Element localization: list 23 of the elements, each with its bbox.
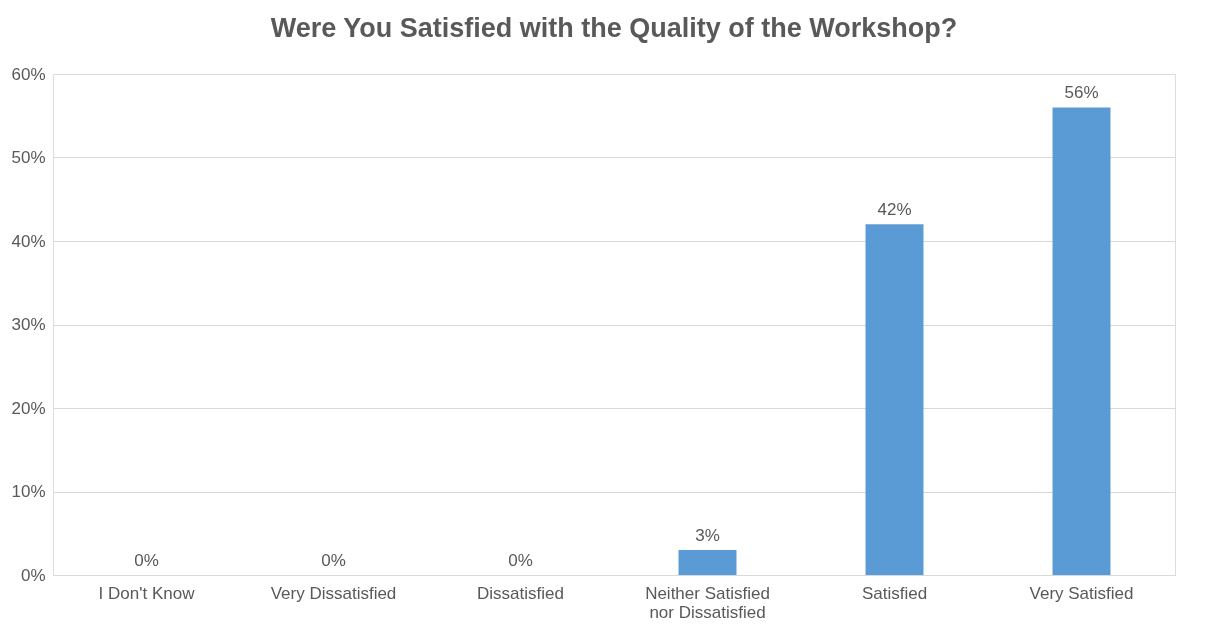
data-label: 42% xyxy=(877,200,912,220)
y-tick-label: 10% xyxy=(11,482,46,501)
y-tick-label: 0% xyxy=(20,565,46,585)
data-label: 3% xyxy=(695,525,720,545)
x-tick-label: I Don't Know xyxy=(98,583,196,603)
data-label: 0% xyxy=(321,551,346,570)
x-tick-label: Very Satisfied xyxy=(1029,583,1134,603)
x-tick-label: Satisfied xyxy=(861,583,928,603)
bar xyxy=(865,224,924,575)
y-tick-label: 30% xyxy=(11,315,46,334)
data-label: 0% xyxy=(508,551,533,570)
y-tick-label: 60% xyxy=(11,64,46,84)
chart-title: Were You Satisfied with the Quality of the Workshop? xyxy=(270,13,958,43)
data-label: 56% xyxy=(1064,83,1099,103)
y-tick-label: 20% xyxy=(11,398,46,418)
data-label: 0% xyxy=(134,551,159,570)
y-tick-label: 40% xyxy=(11,231,46,251)
x-tick-label: Neither Satisfied nor Dissatisfied xyxy=(645,583,770,622)
bar xyxy=(678,549,737,575)
bar xyxy=(1052,107,1111,575)
y-tick-label: 50% xyxy=(11,148,46,167)
x-tick-label: Very Dissatisfied xyxy=(270,583,397,603)
x-tick-label: Dissatisfied xyxy=(477,583,564,603)
